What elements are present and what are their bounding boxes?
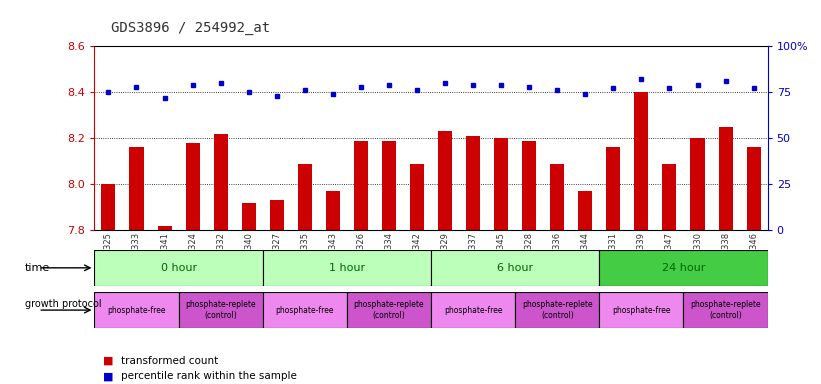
Bar [298,164,312,230]
Bar [550,164,564,230]
Bar [186,143,200,230]
Bar [516,292,599,328]
Bar [599,250,768,286]
Bar [578,191,592,230]
Bar [438,131,452,230]
Bar [347,292,431,328]
Text: phosphate-free: phosphate-free [108,306,166,314]
Bar [663,164,677,230]
Bar [270,200,284,230]
Bar [354,141,368,230]
Text: transformed count: transformed count [121,356,218,366]
Text: 24 hour: 24 hour [662,263,705,273]
Text: phosphate-replete
(control): phosphate-replete (control) [522,300,593,320]
Bar [599,292,683,328]
Bar [326,191,340,230]
Bar [431,250,599,286]
Bar [179,292,263,328]
Bar [263,292,347,328]
Bar [263,250,431,286]
Text: phosphate-free: phosphate-free [444,306,502,314]
Bar [241,203,255,230]
Text: 6 hour: 6 hour [497,263,534,273]
Bar [690,138,704,230]
Bar [494,138,508,230]
Text: 0 hour: 0 hour [160,263,197,273]
Text: phosphate-replete
(control): phosphate-replete (control) [186,300,256,320]
Bar [635,92,649,230]
Bar [213,134,227,230]
Text: 1 hour: 1 hour [328,263,365,273]
Bar [746,147,760,230]
Bar [718,127,732,230]
Bar [410,164,424,230]
Bar [431,292,516,328]
Bar [94,250,263,286]
Bar [683,292,768,328]
Bar [102,184,116,230]
Bar [158,226,172,230]
Bar [522,141,536,230]
Text: phosphate-replete
(control): phosphate-replete (control) [690,300,761,320]
Bar [130,147,144,230]
Bar [382,141,396,230]
Bar [607,147,621,230]
Text: phosphate-free: phosphate-free [276,306,334,314]
Text: phosphate-replete
(control): phosphate-replete (control) [354,300,424,320]
Text: time: time [25,263,50,273]
Text: GDS3896 / 254992_at: GDS3896 / 254992_at [111,21,270,35]
Text: growth protocol: growth protocol [25,299,101,310]
Bar [466,136,480,230]
Text: ■: ■ [103,356,113,366]
Text: percentile rank within the sample: percentile rank within the sample [121,371,296,381]
Text: phosphate-free: phosphate-free [612,306,671,314]
Text: ■: ■ [103,371,113,381]
Bar [94,292,179,328]
